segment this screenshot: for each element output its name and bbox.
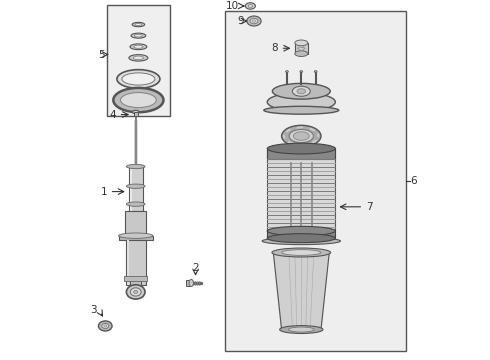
Ellipse shape (314, 71, 317, 72)
Ellipse shape (297, 89, 306, 94)
Ellipse shape (300, 71, 303, 72)
Ellipse shape (264, 106, 339, 114)
Ellipse shape (272, 84, 330, 99)
Bar (267, 230, 335, 238)
Polygon shape (286, 130, 290, 132)
Ellipse shape (122, 73, 155, 85)
Text: 6: 6 (411, 176, 417, 186)
Ellipse shape (295, 40, 308, 46)
Bar (107, 5, 170, 116)
Ellipse shape (134, 45, 143, 48)
Ellipse shape (134, 290, 138, 293)
Polygon shape (310, 129, 315, 131)
Ellipse shape (189, 279, 194, 287)
Bar (267, 148, 335, 159)
Ellipse shape (126, 165, 145, 168)
Ellipse shape (126, 285, 145, 299)
Ellipse shape (282, 249, 321, 255)
Ellipse shape (267, 93, 335, 111)
Bar (130, 165, 132, 211)
Ellipse shape (289, 327, 314, 332)
Ellipse shape (119, 233, 153, 238)
Ellipse shape (132, 22, 145, 27)
Text: 7: 7 (366, 202, 372, 212)
Polygon shape (284, 135, 285, 138)
Ellipse shape (293, 86, 310, 96)
Ellipse shape (295, 51, 308, 57)
Text: 2: 2 (192, 263, 199, 273)
Ellipse shape (248, 5, 252, 8)
Bar (186, 280, 191, 286)
Ellipse shape (135, 23, 142, 26)
Ellipse shape (126, 202, 145, 206)
Ellipse shape (289, 129, 314, 143)
Ellipse shape (294, 132, 309, 140)
Bar (130, 278, 142, 288)
Ellipse shape (245, 3, 255, 9)
Ellipse shape (117, 69, 160, 88)
Ellipse shape (121, 93, 156, 108)
Bar (295, 43, 308, 54)
Ellipse shape (104, 325, 107, 327)
Text: 4: 4 (109, 109, 116, 120)
Ellipse shape (130, 44, 147, 50)
Text: 3: 3 (90, 305, 97, 315)
Ellipse shape (280, 325, 323, 333)
Ellipse shape (282, 125, 321, 147)
Bar (125, 240, 146, 285)
Polygon shape (273, 252, 329, 329)
Text: 1: 1 (100, 186, 107, 197)
Ellipse shape (113, 88, 164, 112)
Ellipse shape (286, 71, 289, 72)
Ellipse shape (130, 288, 141, 296)
Text: 9: 9 (238, 16, 245, 26)
Bar (267, 149, 335, 231)
Ellipse shape (126, 184, 145, 188)
Ellipse shape (267, 143, 335, 154)
Ellipse shape (250, 18, 258, 24)
Ellipse shape (132, 110, 139, 114)
Ellipse shape (101, 323, 109, 328)
Ellipse shape (252, 20, 256, 22)
Ellipse shape (98, 321, 112, 331)
Ellipse shape (247, 16, 261, 26)
Ellipse shape (262, 238, 341, 244)
Ellipse shape (134, 34, 143, 37)
Polygon shape (288, 141, 293, 144)
Bar (134, 112, 138, 116)
Ellipse shape (131, 33, 146, 38)
Text: 10: 10 (226, 1, 239, 11)
Ellipse shape (267, 226, 335, 236)
Bar (127, 240, 128, 285)
Ellipse shape (267, 234, 335, 243)
Ellipse shape (129, 55, 148, 61)
Ellipse shape (133, 56, 144, 60)
Text: 5: 5 (98, 50, 105, 59)
Bar (125, 211, 147, 238)
Bar (128, 165, 143, 211)
Ellipse shape (272, 248, 331, 257)
Polygon shape (312, 140, 316, 143)
Bar (225, 11, 406, 351)
Bar (124, 276, 147, 281)
Text: 8: 8 (271, 43, 278, 53)
Bar (119, 236, 153, 240)
